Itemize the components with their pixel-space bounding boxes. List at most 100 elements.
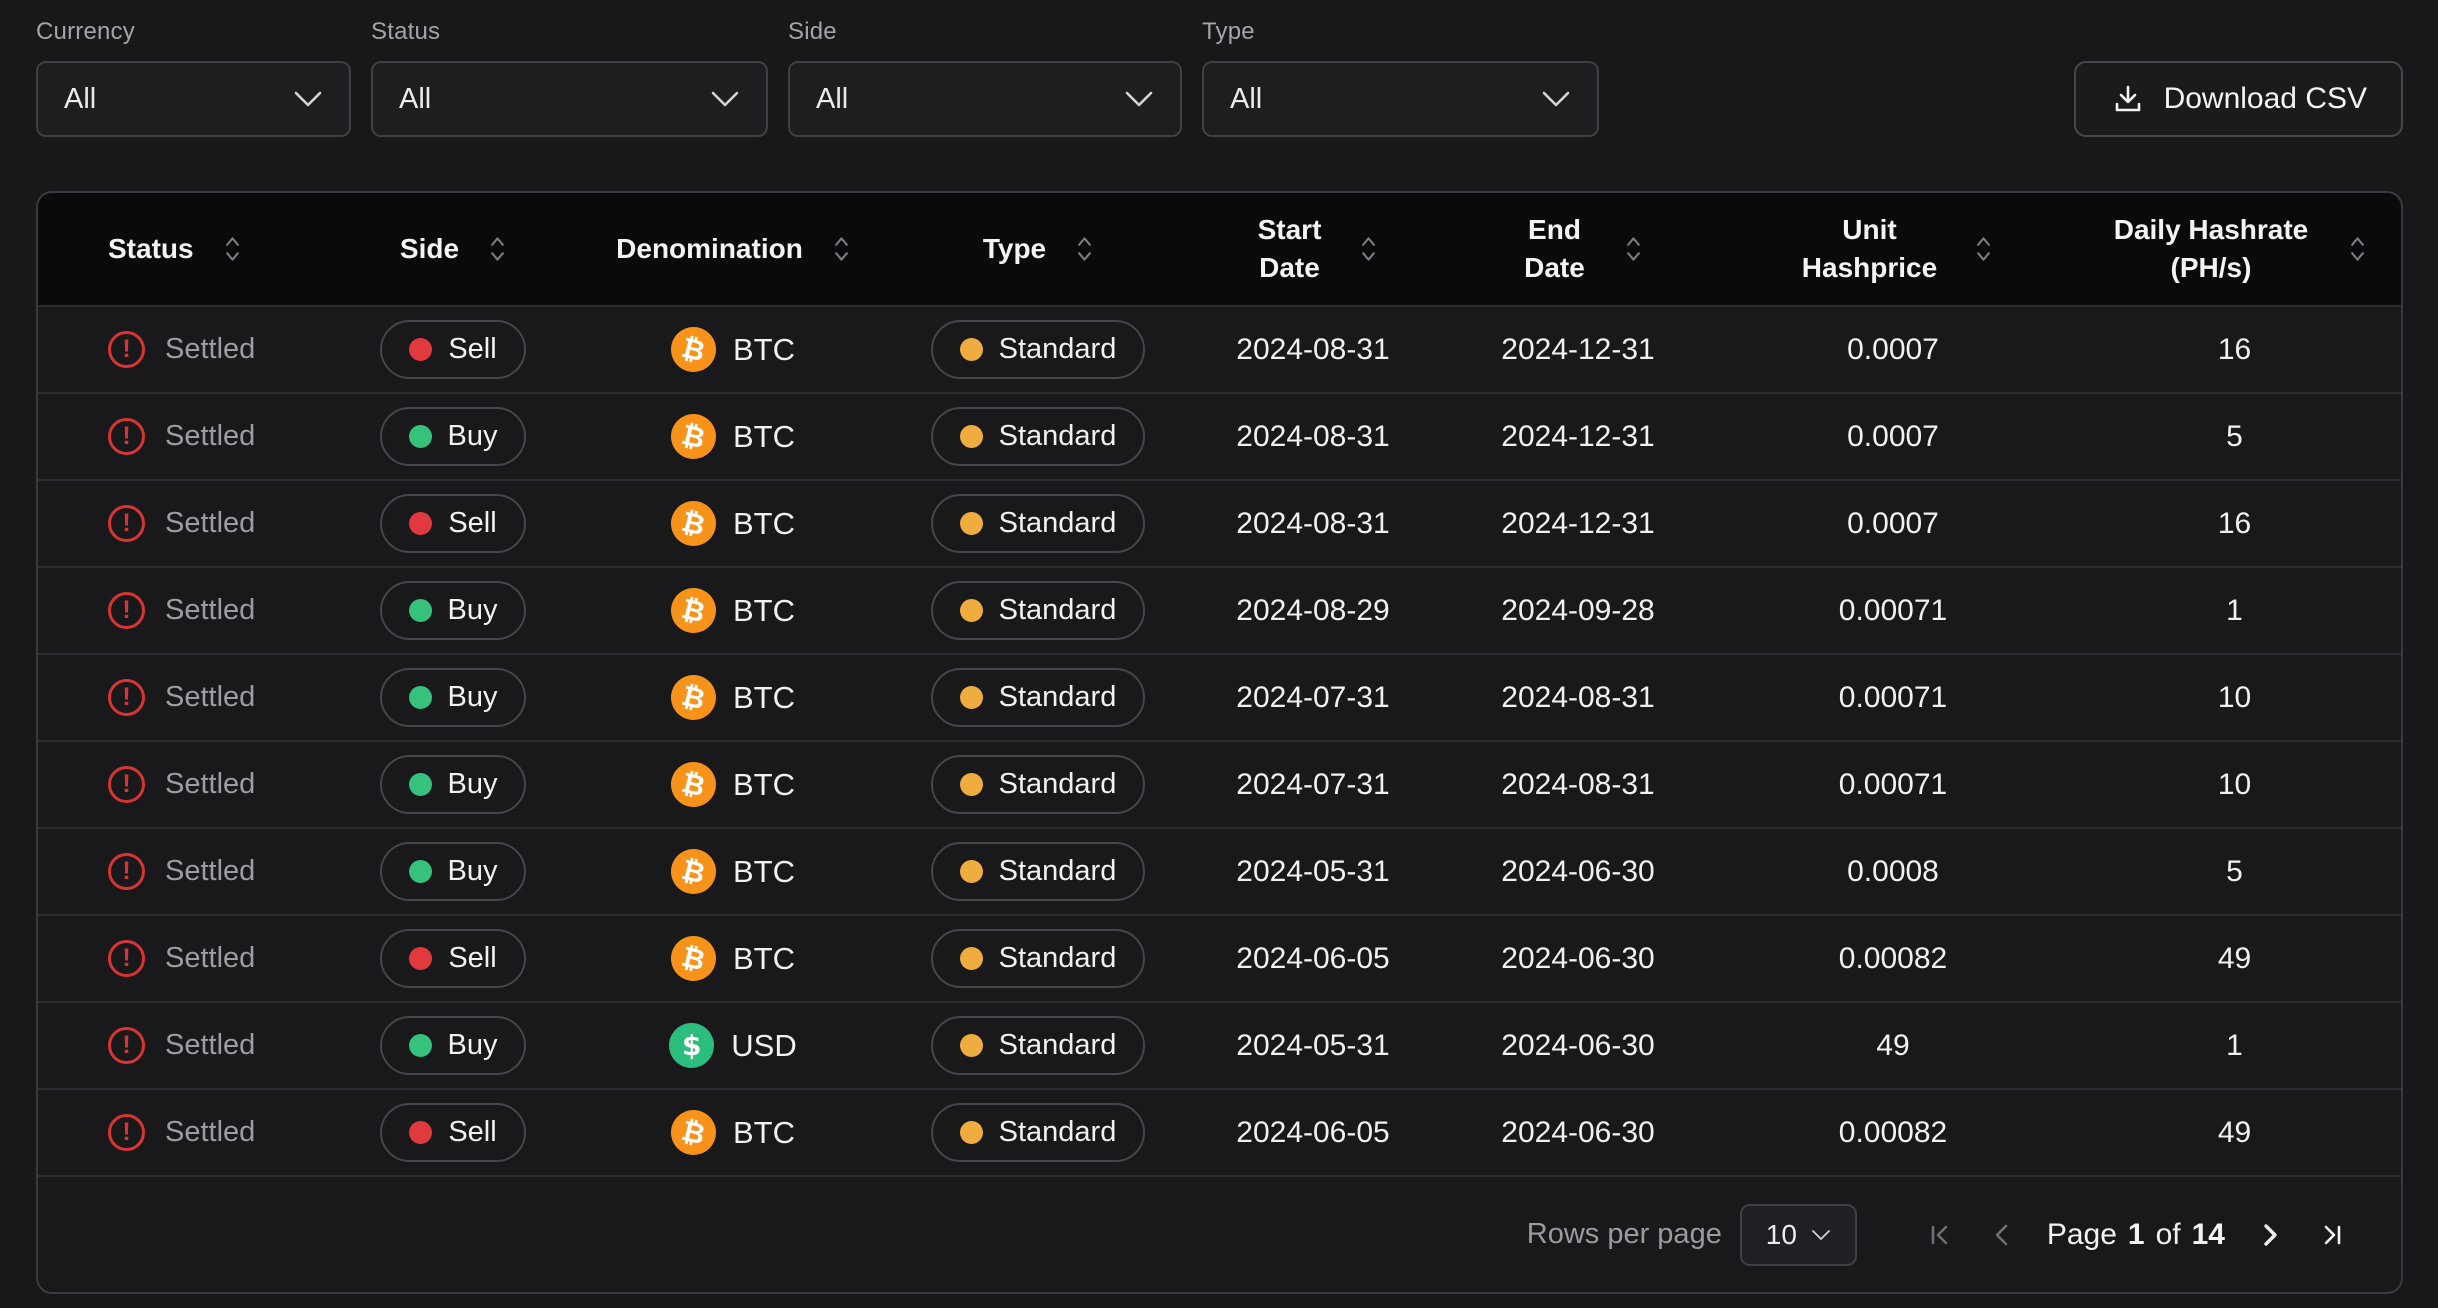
column-header-start-date[interactable]: Start Date — [1188, 211, 1438, 287]
denomination-cell: BTC — [578, 501, 888, 546]
currency-select[interactable]: All — [36, 61, 351, 137]
type-cell: Standard — [888, 320, 1188, 379]
side-badge: Sell — [380, 929, 525, 988]
side-label: Buy — [448, 681, 498, 714]
alert-circle-icon — [108, 331, 145, 368]
page-indicator: Page 1 of 14 — [2047, 1218, 2225, 1252]
table-row: SettledBuyUSDStandard2024-05-312024-06-3… — [38, 1001, 2401, 1088]
side-dot-icon — [409, 860, 432, 883]
denomination: BTC — [671, 414, 795, 459]
end-date-cell: 2024-09-28 — [1438, 594, 1718, 628]
status-cell: Settled — [38, 1027, 328, 1064]
column-header-side[interactable]: Side — [328, 230, 578, 268]
column-header-end-date[interactable]: End Date — [1438, 211, 1718, 287]
currency-coin-icon — [671, 936, 716, 981]
start-date-cell: 2024-08-31 — [1188, 420, 1438, 454]
end-date-cell: 2024-12-31 — [1438, 420, 1718, 454]
side-cell: Buy — [328, 668, 578, 727]
column-header-daily-hashrate[interactable]: Daily Hashrate (PH/s) — [2068, 211, 2401, 287]
denomination-cell: BTC — [578, 762, 888, 807]
denomination: BTC — [671, 501, 795, 546]
column-header-type[interactable]: Type — [888, 230, 1188, 268]
side-label: Buy — [448, 594, 498, 627]
sort-icon[interactable] — [1625, 234, 1642, 264]
start-date-cell: 2024-08-31 — [1188, 333, 1438, 367]
next-page-button[interactable] — [2253, 1218, 2287, 1252]
denomination: BTC — [671, 762, 795, 807]
type-select-value: All — [1230, 83, 1262, 116]
column-label: Unit Hashprice — [1795, 211, 1945, 287]
column-label: Status — [108, 230, 194, 268]
status-select[interactable]: All — [371, 61, 768, 137]
column-header-unit-hashprice[interactable]: Unit Hashprice — [1718, 211, 2068, 287]
sort-icon[interactable] — [1360, 234, 1377, 264]
side-cell: Buy — [328, 755, 578, 814]
sort-icon[interactable] — [489, 234, 506, 264]
column-header-denomination[interactable]: Denomination — [578, 230, 888, 268]
type-select[interactable]: All — [1202, 61, 1599, 137]
status-text: Settled — [165, 768, 255, 801]
side-label: Sell — [448, 507, 496, 540]
first-page-button[interactable] — [1923, 1218, 1957, 1252]
denomination: BTC — [671, 675, 795, 720]
page-word: Page — [2047, 1218, 2117, 1252]
side-select[interactable]: All — [788, 61, 1182, 137]
status-text: Settled — [165, 594, 255, 627]
download-icon — [2110, 81, 2146, 117]
status-text: Settled — [165, 855, 255, 888]
type-dot-icon — [960, 425, 983, 448]
sort-icon[interactable] — [1076, 234, 1093, 264]
chevron-down-icon — [293, 90, 323, 108]
type-dot-icon — [960, 773, 983, 796]
end-date-cell: 2024-06-30 — [1438, 1116, 1718, 1150]
daily-hashrate-cell: 10 — [2068, 768, 2401, 802]
type-badge: Standard — [931, 494, 1146, 553]
rows-per-page-select[interactable]: 10 — [1740, 1204, 1857, 1266]
column-label: Start Date — [1250, 211, 1330, 287]
daily-hashrate-cell: 5 — [2068, 420, 2401, 454]
type-label: Standard — [999, 594, 1117, 627]
chevron-down-icon — [1124, 90, 1154, 108]
column-label: Daily Hashrate (PH/s) — [2104, 211, 2319, 287]
type-badge: Standard — [931, 1103, 1146, 1162]
status-text: Settled — [165, 333, 255, 366]
unit-hashprice-cell: 0.00082 — [1718, 942, 2068, 976]
denomination-label: BTC — [733, 1115, 795, 1151]
currency-select-value: All — [64, 83, 96, 116]
table-row: Settled Sell BTC Standard 2024-08-312024-12-… — [38, 479, 2401, 566]
status-text: Settled — [165, 507, 255, 540]
unit-hashprice-cell: 0.0007 — [1718, 420, 2068, 454]
status-cell: Settled — [38, 418, 328, 455]
previous-page-button[interactable] — [1985, 1218, 2019, 1252]
table-footer: Rows per page 10 Page 1 of 14 — [38, 1175, 2401, 1292]
status-cell: Settled — [38, 1114, 328, 1151]
column-header-status[interactable]: Status — [38, 230, 328, 268]
side-select-value: All — [816, 83, 848, 116]
end-date-cell: 2024-12-31 — [1438, 507, 1718, 541]
type-dot-icon — [960, 860, 983, 883]
alert-circle-icon — [108, 1114, 145, 1151]
page: Currency All Status All Side All Type Al… — [0, 0, 2438, 1308]
last-page-button[interactable] — [2315, 1218, 2349, 1252]
table-row: SettledSellBTCStandard2024-06-052024-06-… — [38, 1088, 2401, 1175]
denomination-cell: BTC — [578, 849, 888, 894]
denomination: BTC — [671, 1110, 795, 1155]
start-date-cell: 2024-08-31 — [1188, 507, 1438, 541]
alert-circle-icon — [108, 1027, 145, 1064]
last-page-icon — [2317, 1220, 2347, 1250]
type-filter-label: Type — [1202, 18, 1599, 46]
unit-hashprice-cell: 0.00071 — [1718, 768, 2068, 802]
unit-hashprice-cell: 0.00071 — [1718, 681, 2068, 715]
sort-icon[interactable] — [833, 234, 850, 264]
download-csv-button[interactable]: Download CSV — [2074, 61, 2403, 137]
side-dot-icon — [409, 338, 432, 361]
start-date-cell: 2024-06-05 — [1188, 942, 1438, 976]
sort-icon[interactable] — [1975, 234, 1992, 264]
denomination: BTC — [671, 849, 795, 894]
denomination-label: USD — [731, 1028, 796, 1064]
type-label: Standard — [999, 942, 1117, 975]
sort-icon[interactable] — [2349, 234, 2366, 264]
type-label: Standard — [999, 1116, 1117, 1149]
type-label: Standard — [999, 507, 1117, 540]
sort-icon[interactable] — [224, 234, 241, 264]
